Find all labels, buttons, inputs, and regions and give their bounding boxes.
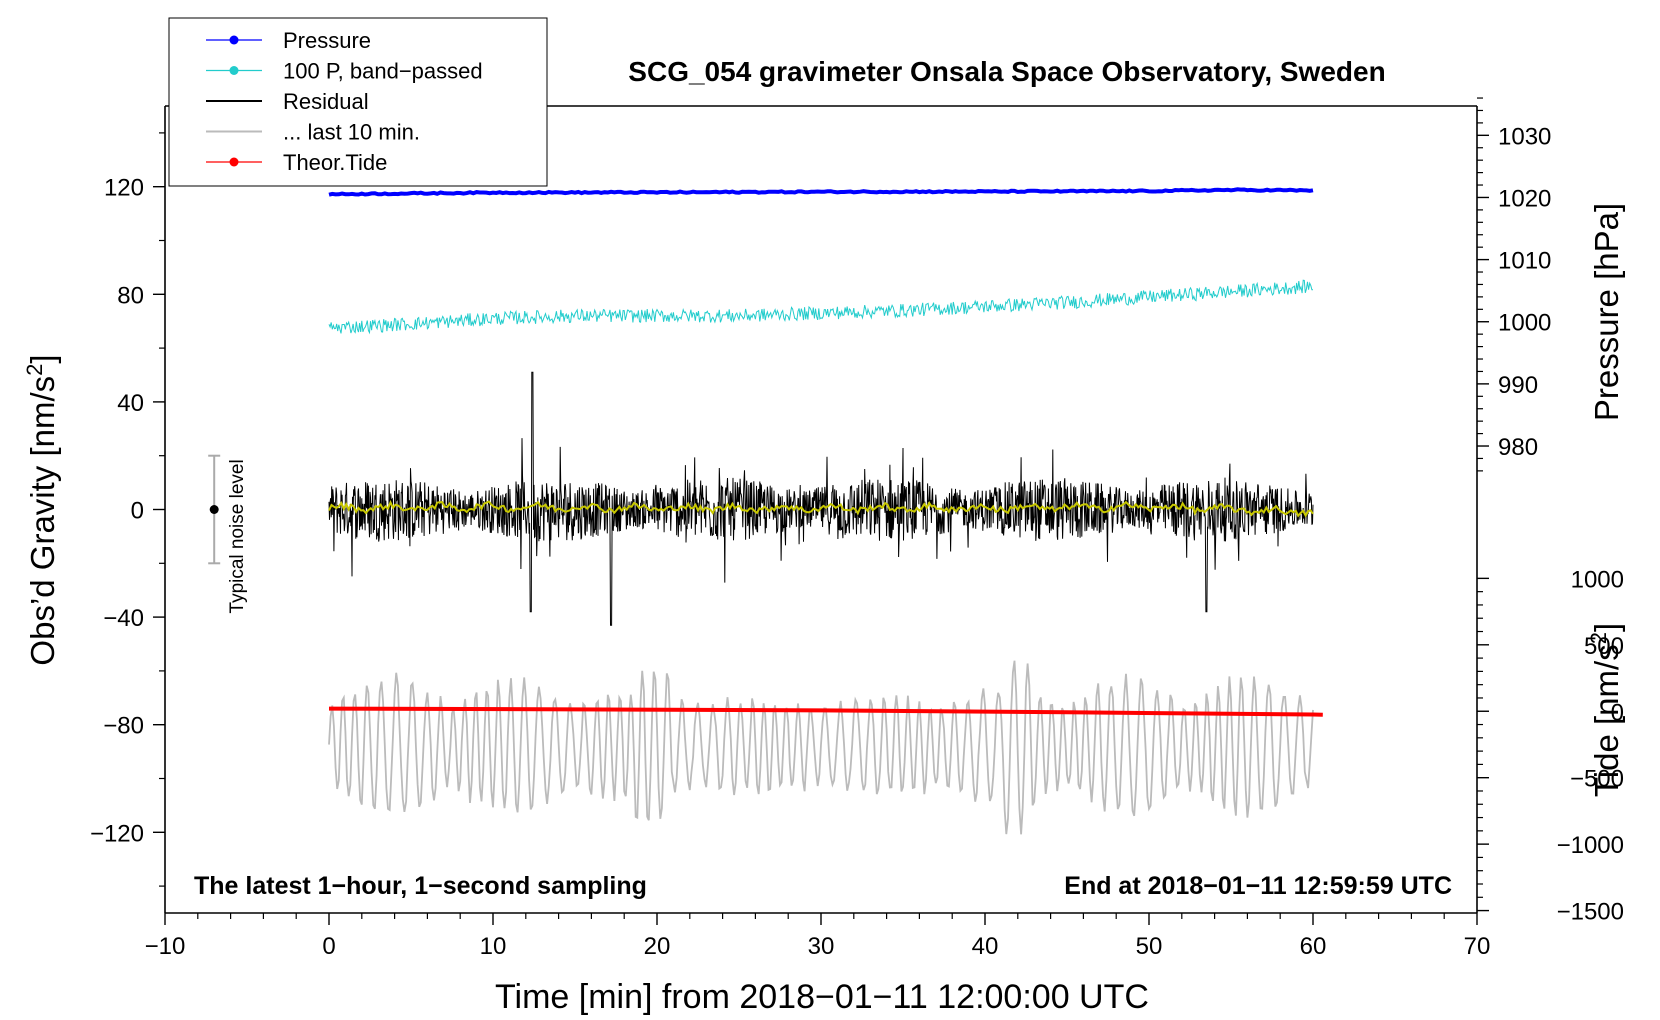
y-left-tick-label: 0 <box>131 498 144 525</box>
y-left-tick-label: −40 <box>103 605 144 632</box>
ticks-layer: −10 0 10 20 30 40 50 60 7012080400−40−80−1201030… <box>90 97 1624 960</box>
series-residual <box>328 371 1314 626</box>
chart-title: SCG_054 gravimeter Onsala Space Observat… <box>628 56 1385 87</box>
y-left-tick-label: 40 <box>117 390 144 417</box>
series-band-passed <box>328 279 1313 335</box>
legend-label: Residual <box>283 89 369 114</box>
x-tick-label: 10 <box>480 933 507 960</box>
legend-dot <box>229 66 239 75</box>
legend-label: Theor.Tide <box>283 150 387 175</box>
x-tick-label: −10 <box>145 933 186 960</box>
legend-label: Pressure <box>283 28 371 53</box>
x-axis-label: Time [min] from 2018−01−11 12:00:00 UTC <box>495 978 1149 1016</box>
x-tick-label: 0 <box>322 933 335 960</box>
y-left-tick-label: −120 <box>90 820 144 847</box>
pressure-tick-label: 1010 <box>1498 248 1551 275</box>
y-axis-label-tide-text: Tide [nm/s <box>1588 644 1625 797</box>
x-tick-label: 60 <box>1300 933 1327 960</box>
y-left-tick-label: 80 <box>117 282 144 309</box>
x-tick-label: 50 <box>1136 933 1163 960</box>
pressure-tick-label: 980 <box>1498 434 1538 461</box>
y-left-tick-label: −80 <box>103 713 144 740</box>
y-axis-label-tide: Tide [nm/s2] <box>1586 623 1625 797</box>
tide-tick-label: −1000 <box>1557 832 1624 859</box>
y-axis-label-pressure: Pressure [hPa] <box>1588 203 1625 421</box>
x-tick-label: 40 <box>972 933 999 960</box>
legend-dot <box>229 35 239 45</box>
legend-label: 100 P, band−passed <box>283 59 483 84</box>
pressure-tick-label: 1000 <box>1498 310 1551 337</box>
x-tick-label: 30 <box>808 933 835 960</box>
noise-marker: Typical noise level <box>208 454 248 614</box>
noise-label: Typical noise level <box>227 459 248 613</box>
pressure-tick-label: 1030 <box>1498 123 1551 150</box>
tide-tick-label: −500 <box>1570 766 1624 793</box>
annotation-end-time: End at 2018−01−11 12:59:59 UTC <box>1064 872 1452 900</box>
tide-tick-label: −1500 <box>1557 899 1624 926</box>
y-left-tick-label: 120 <box>104 175 144 202</box>
tide-tick-label: 500 <box>1584 633 1624 660</box>
pressure-tick-label: 1020 <box>1498 185 1551 212</box>
x-tick-label: 20 <box>644 933 671 960</box>
tide-tick-label: 1000 <box>1571 566 1624 593</box>
legend-dot <box>229 157 239 167</box>
annotation-sampling: The latest 1−hour, 1−second sampling <box>194 872 647 900</box>
series-pressure <box>328 187 1314 197</box>
legend-label: ... last 10 min. <box>283 120 420 145</box>
y-axis-label-left: Obs’d Gravity [nm/s2] <box>22 354 61 665</box>
series-layer <box>328 187 1323 835</box>
y-axis-label-left-text: Obs’d Gravity [nm/s <box>24 376 61 666</box>
series-theor-tide <box>328 706 1323 717</box>
pressure-tick-label: 990 <box>1498 372 1538 399</box>
legend: Pressure 100 P, band−passed Residual ... la… <box>168 17 548 187</box>
y-axis-label-left-close: ] <box>24 354 61 363</box>
y-axis-label-left-sup: 2 <box>22 364 47 376</box>
series-last-10-min <box>328 660 1314 835</box>
y-axis-label-tide-close: ] <box>1588 623 1625 632</box>
y-axis-label-tide-sup: 2 <box>1586 632 1611 644</box>
noise-dot <box>209 505 219 514</box>
tide-tick-label: 0 <box>1611 699 1624 726</box>
x-tick-label: 70 <box>1464 933 1491 960</box>
legend-items: Pressure 100 P, band−passed Residual ... la… <box>206 28 483 175</box>
series-residual-smoothed <box>328 499 1314 518</box>
